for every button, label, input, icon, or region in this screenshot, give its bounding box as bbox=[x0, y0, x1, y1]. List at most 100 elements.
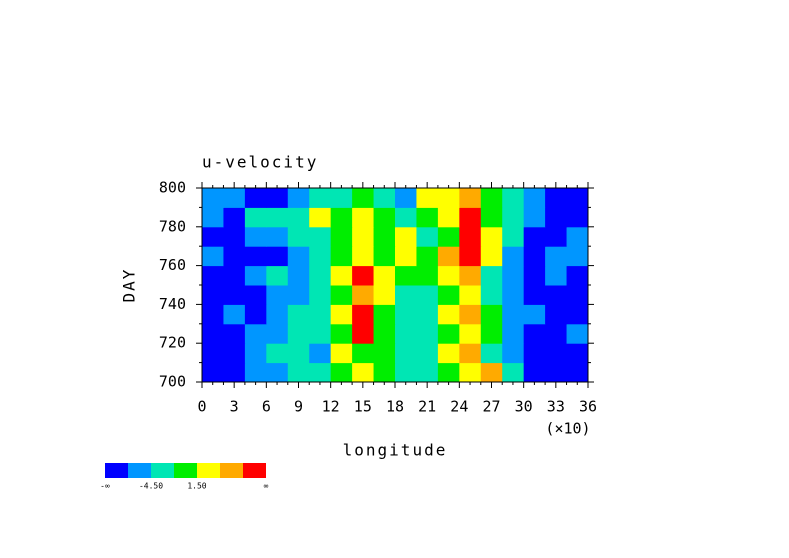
cell bbox=[502, 226, 525, 247]
cell bbox=[566, 188, 589, 208]
cell bbox=[287, 246, 310, 267]
cell bbox=[502, 265, 525, 286]
cell bbox=[566, 265, 589, 286]
cell bbox=[459, 226, 482, 247]
cell bbox=[309, 362, 332, 383]
cell bbox=[373, 285, 396, 305]
cell bbox=[502, 343, 525, 364]
cell bbox=[545, 343, 568, 364]
cell bbox=[523, 246, 546, 267]
cell bbox=[480, 362, 503, 383]
cell bbox=[459, 265, 482, 286]
cell bbox=[545, 207, 568, 228]
cell bbox=[480, 265, 503, 286]
cell bbox=[523, 304, 546, 325]
cell bbox=[266, 285, 289, 305]
cell bbox=[373, 246, 396, 267]
x-axis-label: longitude bbox=[343, 441, 448, 460]
cell bbox=[309, 343, 332, 364]
cell bbox=[545, 362, 568, 383]
cell bbox=[373, 226, 396, 247]
cell bbox=[202, 246, 224, 267]
cell bbox=[459, 285, 482, 305]
cell bbox=[223, 207, 246, 228]
cell bbox=[330, 188, 353, 208]
cell bbox=[373, 207, 396, 228]
x-tick-label: 0 bbox=[197, 398, 206, 416]
cell bbox=[309, 285, 332, 305]
cell bbox=[266, 265, 289, 286]
cell bbox=[202, 323, 224, 344]
cell bbox=[437, 246, 460, 267]
cell bbox=[373, 265, 396, 286]
cell bbox=[309, 246, 332, 267]
cell bbox=[545, 304, 568, 325]
chart-title: u-velocity bbox=[202, 153, 318, 172]
cell bbox=[395, 304, 417, 325]
cell bbox=[223, 188, 246, 208]
cell bbox=[244, 362, 267, 383]
cell bbox=[395, 285, 417, 305]
cell bbox=[480, 343, 503, 364]
cell bbox=[416, 226, 439, 247]
cell bbox=[202, 226, 224, 247]
cell bbox=[223, 246, 246, 267]
cell bbox=[523, 285, 546, 305]
cell bbox=[223, 362, 246, 383]
cell bbox=[480, 188, 503, 208]
cell bbox=[395, 362, 417, 383]
cell bbox=[202, 188, 224, 208]
cell bbox=[416, 265, 439, 286]
colorbar-label: ∞ bbox=[264, 482, 269, 491]
cell bbox=[459, 188, 482, 208]
cell bbox=[352, 323, 375, 344]
cell bbox=[545, 323, 568, 344]
cell bbox=[523, 226, 546, 247]
x-tick-label: 18 bbox=[386, 398, 404, 416]
cell bbox=[480, 226, 503, 247]
cell bbox=[202, 343, 224, 364]
cell bbox=[266, 323, 289, 344]
cell bbox=[309, 207, 332, 228]
cell bbox=[244, 285, 267, 305]
cell bbox=[330, 362, 353, 383]
cell bbox=[330, 304, 353, 325]
cell bbox=[202, 362, 224, 383]
cell bbox=[459, 304, 482, 325]
x-tick-label: 15 bbox=[354, 398, 372, 416]
x-tick-label: 9 bbox=[294, 398, 303, 416]
cell bbox=[502, 362, 525, 383]
x-tick-label: 27 bbox=[482, 398, 500, 416]
cell bbox=[287, 207, 310, 228]
cell bbox=[395, 323, 417, 344]
cell bbox=[330, 265, 353, 286]
cell bbox=[223, 226, 246, 247]
cell bbox=[266, 207, 289, 228]
cell bbox=[502, 207, 525, 228]
cell bbox=[223, 323, 246, 344]
cell bbox=[266, 226, 289, 247]
cell bbox=[416, 246, 439, 267]
cell bbox=[223, 304, 246, 325]
cell bbox=[395, 246, 417, 267]
x-tick-label: 12 bbox=[322, 398, 340, 416]
cell bbox=[416, 362, 439, 383]
cell bbox=[309, 265, 332, 286]
cell bbox=[244, 304, 267, 325]
cell bbox=[480, 207, 503, 228]
cell bbox=[437, 226, 460, 247]
cell bbox=[287, 304, 310, 325]
cell bbox=[437, 343, 460, 364]
y-tick-label: 740 bbox=[159, 295, 186, 313]
x-multiplier: (×10) bbox=[545, 420, 590, 438]
cell bbox=[566, 207, 589, 228]
colorbar-swatch bbox=[220, 463, 243, 478]
cell bbox=[287, 343, 310, 364]
cell bbox=[202, 265, 224, 286]
cell bbox=[416, 343, 439, 364]
cell bbox=[266, 343, 289, 364]
cell bbox=[437, 285, 460, 305]
cell bbox=[352, 265, 375, 286]
colorbar-label: -4.50 bbox=[139, 482, 163, 491]
